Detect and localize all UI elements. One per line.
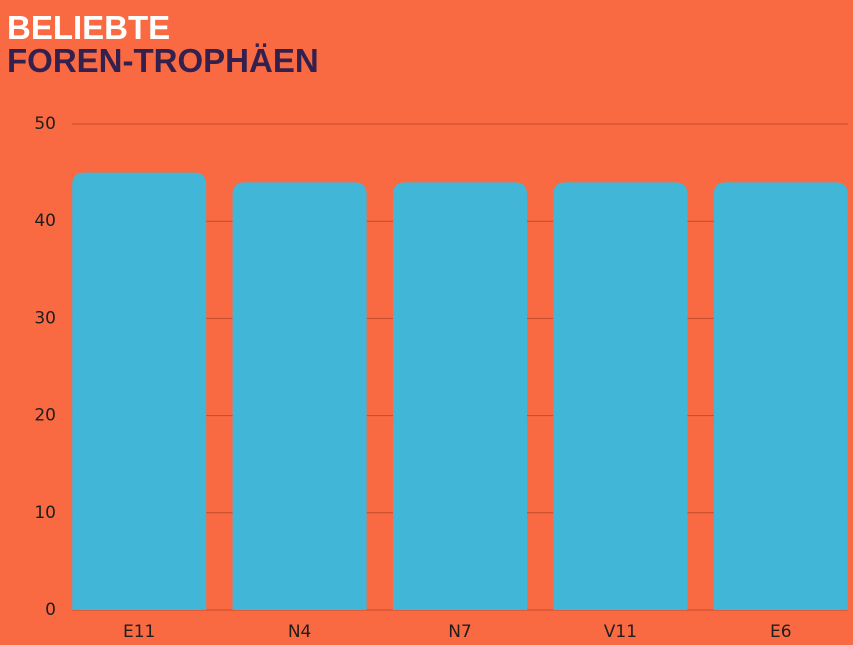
y-tick-label: 10 <box>34 503 56 523</box>
chart-title: BELIEBTE <box>7 9 170 46</box>
y-tick-label: 30 <box>34 308 56 328</box>
bar <box>553 182 688 610</box>
x-tick-label: N7 <box>448 622 472 642</box>
y-tick-label: 20 <box>34 406 56 426</box>
bar <box>393 182 527 610</box>
y-tick-label: 40 <box>34 211 56 231</box>
bar <box>713 182 848 610</box>
chart-subtitle: FOREN-TROPHÄEN <box>7 42 319 79</box>
x-tick-label: N4 <box>288 622 312 642</box>
x-tick-label: E11 <box>123 622 155 642</box>
y-tick-label: 50 <box>34 114 56 134</box>
bar <box>72 172 207 610</box>
x-tick-label: V11 <box>604 622 637 642</box>
y-tick-label: 0 <box>45 600 56 620</box>
x-tick-label: E6 <box>770 622 792 642</box>
bar <box>232 182 367 610</box>
